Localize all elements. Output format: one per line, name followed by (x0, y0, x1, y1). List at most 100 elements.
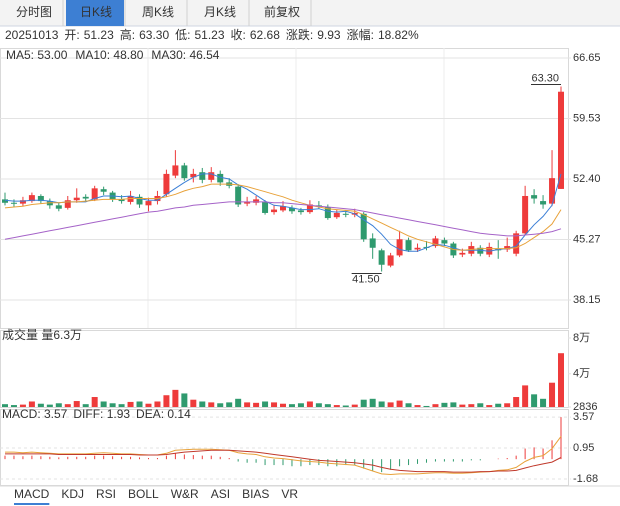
volume-bar (262, 401, 269, 407)
tab[interactable]: 前复权 (264, 4, 300, 19)
info-value: 18.82% (378, 28, 419, 42)
volume-bar (190, 399, 197, 407)
volume-bar (522, 385, 529, 407)
volume-bar (271, 402, 278, 407)
volume-bar (127, 401, 134, 407)
candle-body (217, 173, 224, 183)
volume-bar (46, 404, 53, 407)
volume-bar (244, 402, 251, 407)
candle-body (441, 240, 448, 244)
macd-line (5, 449, 562, 473)
candle-body (414, 247, 421, 250)
volume-bar (19, 404, 26, 407)
volume-bar (477, 403, 484, 407)
volume-bar (28, 401, 35, 407)
volume-bar (531, 394, 538, 407)
volume-bar (253, 402, 260, 407)
tab[interactable]: 日K线 (80, 5, 112, 19)
candle-body (253, 199, 260, 203)
volume-bar (315, 403, 322, 407)
candle-body (208, 172, 215, 180)
candle-body (91, 188, 98, 200)
candle-body (333, 212, 340, 218)
candle-body (513, 233, 520, 254)
volume-bar (558, 353, 564, 407)
volume-bar (378, 401, 385, 407)
indicator-tab[interactable]: RSI (96, 487, 116, 501)
candle-body (342, 213, 349, 215)
info-value: 9.93 (317, 28, 341, 42)
volume-bar (333, 405, 340, 407)
tab[interactable]: 周K线 (142, 5, 174, 19)
volume-bar (235, 398, 242, 407)
candle-body (181, 165, 188, 179)
info-label: 开: (64, 28, 79, 42)
candle-body (73, 197, 80, 201)
volume-bar (100, 401, 107, 407)
volume-bar (118, 404, 125, 407)
candle-body (271, 209, 278, 213)
info-label: 低: (175, 28, 190, 42)
candle-body (306, 204, 313, 213)
volume-bar (459, 404, 466, 407)
tab[interactable]: 月K线 (204, 5, 236, 19)
volume-bar (504, 403, 511, 407)
candle-body (459, 252, 466, 255)
tab[interactable]: 分时图 (16, 5, 52, 19)
info-value: 63.30 (139, 28, 169, 42)
candle-body (297, 210, 304, 213)
volume-bar (342, 405, 349, 407)
indicator-tab[interactable]: ASI (211, 487, 230, 501)
ma-line (4, 173, 562, 252)
candle-body (549, 178, 556, 204)
volume-bar (217, 403, 224, 407)
candle-body (28, 195, 35, 202)
volume-bar (91, 397, 98, 407)
volume-bar (351, 404, 358, 407)
info-label: 高: (120, 27, 135, 42)
indicator-tab[interactable]: W&R (171, 487, 199, 501)
info-label: 收: (231, 28, 246, 42)
legend-entry: DIFF: 1.93 (73, 407, 130, 421)
candle-body (288, 207, 295, 212)
y-tick-label: 59.53 (573, 112, 601, 124)
ma-line (4, 201, 562, 240)
candle-body (82, 196, 89, 199)
candle-body (100, 189, 107, 192)
indicator-tab[interactable]: BOLL (128, 487, 159, 501)
candle-body (280, 206, 286, 211)
info-label: 涨跌: (286, 27, 313, 42)
price-panel (0, 48, 569, 329)
volume-bar (154, 401, 161, 407)
info-value: 51.23 (84, 28, 114, 42)
volume-bar (306, 401, 313, 407)
indicator-tab[interactable]: MACD (14, 487, 50, 501)
volume-bar (441, 402, 448, 407)
legend-entry: DEA: 0.14 (136, 407, 191, 421)
info-date: 20251013 (5, 28, 59, 42)
indicator-tab[interactable]: KDJ (61, 487, 84, 501)
volume-bar (55, 403, 62, 407)
info-value: 51.23 (194, 28, 224, 42)
volume-bar (280, 403, 286, 407)
volume-bar (73, 401, 80, 407)
info-value: 62.68 (250, 28, 280, 42)
candle-body (432, 238, 439, 247)
volume-bar (10, 405, 17, 407)
y-tick-label: 3.57 (573, 411, 594, 423)
volume-bar (288, 404, 295, 407)
y-tick-label: 8万 (573, 332, 590, 344)
volume-bar (468, 404, 475, 407)
candle-body (55, 205, 62, 209)
volume-bar (396, 400, 403, 407)
volume-bar (136, 401, 143, 407)
indicator-tab[interactable]: BIAS (242, 487, 269, 501)
candle-body (262, 201, 269, 213)
ma-line (4, 183, 562, 251)
y-tick-label: 38.15 (573, 294, 601, 306)
volume-bar (208, 402, 215, 407)
candle-body (235, 186, 242, 205)
candle-body (145, 201, 152, 206)
indicator-tab[interactable]: VR (281, 487, 298, 501)
volume-bar (226, 402, 233, 407)
